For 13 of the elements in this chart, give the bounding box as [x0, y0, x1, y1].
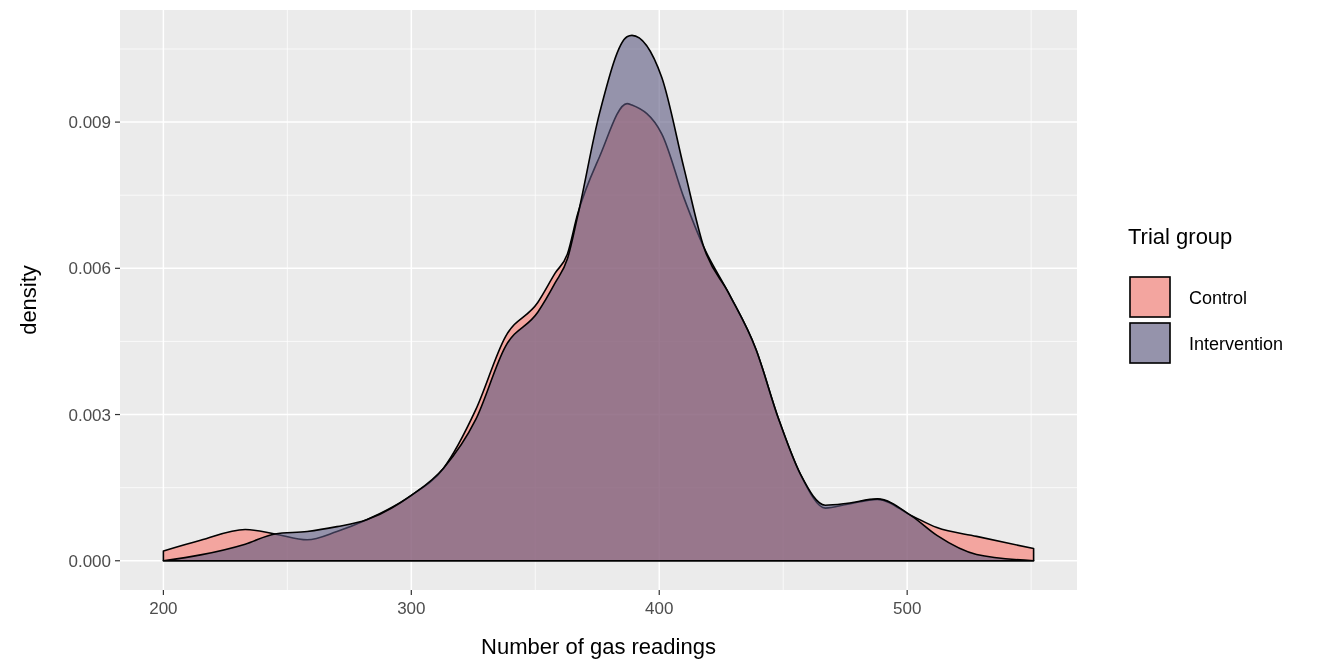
x-tick-label: 500 [892, 599, 922, 618]
y-tick-label: 0.009 [68, 113, 111, 133]
legend-label: Control [1189, 288, 1248, 308]
x-tick-label: 400 [645, 599, 674, 618]
legend-title: Trial group [1128, 224, 1233, 249]
y-tick-label: 0.006 [68, 259, 111, 279]
x-tick-label: 200 [149, 599, 178, 618]
y-axis-title: density [16, 265, 41, 335]
y-tick-label: 0.003 [68, 405, 111, 425]
legend-label: Intervention [1189, 334, 1284, 354]
x-axis-title: Number of gas readings [481, 634, 716, 659]
y-tick-label: 0.000 [68, 551, 111, 571]
x-tick-label: 300 [397, 599, 426, 618]
